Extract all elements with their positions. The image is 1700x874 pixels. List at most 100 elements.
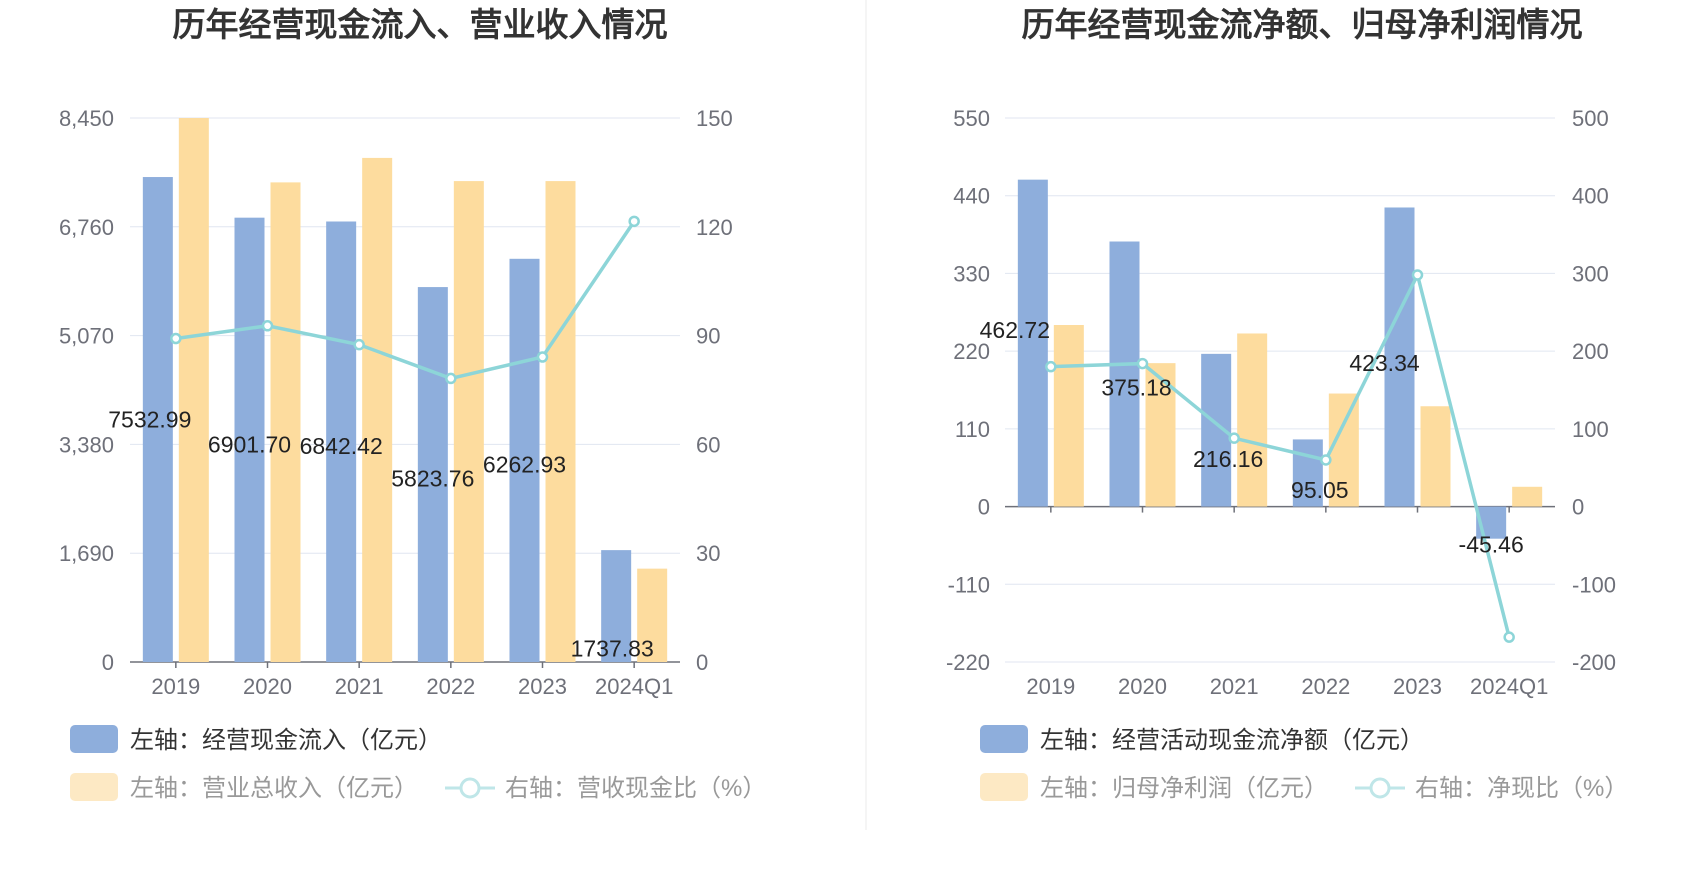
c0-right-tick-label: 90 (696, 324, 720, 349)
c1-left-tick-label: -220 (946, 650, 990, 675)
c1-left-tick-label: 440 (953, 184, 990, 209)
c1-left-tick-label: 0 (978, 495, 990, 520)
c1-left-tick-label: 330 (953, 261, 990, 286)
c1-ratio-point-2023 (1411, 269, 1424, 281)
c1-x-tick-label: 2020 (1118, 674, 1167, 699)
c0-data-label-2022: 5823.76 (391, 465, 474, 491)
c0-ratio-line (175, 220, 636, 381)
c0-bar-s0-2023 (509, 258, 540, 662)
c0-legend-item-1[interactable]: 左轴：营业总收入（亿元） (70, 773, 418, 802)
c1-legend-item-2[interactable]: 右轴：净现比（%） (1355, 775, 1628, 802)
c1-bar-s0-2023 (1384, 207, 1415, 507)
chart-panel-net-cash-profit: 历年经营现金流净额、归母净利润情况 -220 -200 -110 -100 0 0 110 10… (946, 6, 1628, 802)
c0-right-tick-label: 150 (696, 106, 733, 131)
c1-x-tick-label: 2022 (1301, 674, 1350, 699)
c1-legend-marker-2 (1369, 777, 1391, 799)
c1-ratio-point-2024Q1 (1503, 631, 1515, 643)
c0-legend-item-0[interactable]: 左轴：经营现金流入（亿元） (70, 725, 442, 754)
c0-data-label-2021: 6842.42 (300, 433, 383, 459)
c0-left-tick-label: 5,070 (59, 324, 114, 349)
c1-legend-swatch-0 (980, 725, 1028, 753)
c1-left-tick-label: 220 (953, 339, 990, 364)
c0-legend-swatch-0 (70, 725, 118, 753)
c0-left-tick-label: 8,450 (59, 106, 114, 131)
c0-data-label-2019: 7532.99 (108, 407, 191, 433)
c0-x-tick-label: 2021 (335, 674, 384, 699)
c1-right-tick-label: -100 (1572, 572, 1616, 597)
c1-right-tick-label: 400 (1572, 184, 1609, 209)
c0-bar-s0-2022 (417, 287, 448, 662)
c0-bar-s1-2021 (362, 157, 393, 662)
c0-ratio-point-2024Q1 (628, 215, 640, 228)
c0-bar-s0-2020 (234, 217, 265, 662)
c1-data-label-2020: 375.18 (1101, 374, 1171, 400)
c1-bar-s0-2019 (1017, 179, 1048, 507)
c0-bar-s1-2022 (453, 181, 484, 662)
c0-bar-s1-2020 (270, 182, 301, 662)
c1-bar-s1-2023 (1420, 406, 1451, 507)
c0-legend-label-1: 左轴：营业总收入（亿元） (130, 775, 418, 802)
c0-right-tick-label: 60 (696, 432, 720, 457)
c0-ratio-point-2019 (170, 332, 182, 345)
c0-bar-s1-2023 (545, 181, 576, 662)
c1-right-tick-label: 300 (1572, 261, 1609, 286)
c0-chart-title: 历年经营现金流入、营业收入情况 (173, 6, 668, 43)
c0-left-tick-label: 3,380 (59, 432, 114, 457)
c1-left-tick-label: -110 (948, 572, 990, 597)
c0-bar-s0-2019 (142, 177, 173, 663)
c1-x-tick-label: 2023 (1393, 674, 1442, 699)
c0-ratio-point-2023 (536, 351, 549, 363)
c1-x-tick-label: 2024Q1 (1470, 674, 1548, 699)
c1-ratio-point-2021 (1228, 432, 1240, 444)
c1-ratio-point-2019 (1045, 360, 1057, 373)
c1-right-tick-label: 200 (1572, 339, 1609, 364)
c0-x-tick-label: 2019 (151, 674, 200, 699)
c0-right-tick-label: 0 (696, 650, 708, 675)
c0-data-label-2023: 6262.93 (483, 451, 566, 477)
c0-x-tick-label: 2022 (426, 674, 475, 699)
c1-right-tick-label: 100 (1572, 417, 1609, 442)
c0-data-label-2024Q1: 1737.83 (571, 636, 654, 662)
c1-bar-s1-2024Q1 (1512, 486, 1543, 507)
c0-ratio-point-2022 (445, 372, 457, 385)
c1-chart-title: 历年经营现金流净额、归母净利润情况 (1022, 6, 1583, 43)
c0-ratio-point-2020 (261, 320, 274, 332)
c1-data-label-2024Q1: -45.46 (1459, 532, 1524, 558)
c1-bar-s1-2019 (1053, 325, 1084, 507)
c0-bar-s1-2024Q1 (637, 568, 668, 662)
c1-legend-label-2: 右轴：净现比（%） (1415, 775, 1628, 802)
c1-data-label-2019: 462.72 (980, 317, 1050, 343)
c0-right-tick-label: 120 (696, 215, 733, 240)
c0-x-tick-label: 2020 (243, 674, 292, 699)
c1-bar-s1-2021 (1237, 333, 1268, 507)
c0-right-tick-label: 30 (696, 541, 720, 566)
c1-bar-s0-2022 (1292, 439, 1323, 507)
c1-legend-swatch-1 (980, 773, 1028, 801)
c0-x-tick-label: 2023 (518, 674, 567, 699)
c1-ratio-point-2020 (1136, 357, 1149, 370)
c0-left-tick-label: 0 (102, 650, 114, 675)
c0-data-label-2020: 6901.70 (208, 431, 291, 457)
c1-legend-item-1[interactable]: 左轴：归母净利润（亿元） (980, 773, 1328, 802)
chart-panel-cash-inflow-revenue: 历年经营现金流入、营业收入情况 0 0 1,690 30 3,380 60 5,070 90 6,… (59, 6, 766, 802)
c1-right-tick-label: -200 (1572, 650, 1616, 675)
c0-legend-label-2: 右轴：营收现金比（%） (505, 775, 766, 802)
c0-bar-s0-2024Q1 (601, 550, 632, 662)
c1-legend-item-0[interactable]: 左轴：经营活动现金流净额（亿元） (980, 725, 1424, 754)
c0-legend-item-2[interactable]: 右轴：营收现金比（%） (445, 775, 766, 802)
c0-legend-marker-2 (459, 777, 481, 799)
c1-left-tick-label: 110 (955, 417, 990, 442)
c0-legend-label-0: 左轴：经营现金流入（亿元） (130, 727, 442, 754)
c1-bar-s0-2020 (1109, 241, 1140, 507)
c0-x-tick-label: 2024Q1 (595, 674, 673, 699)
c1-right-tick-label: 0 (1572, 495, 1584, 520)
c1-bar-s1-2022 (1328, 393, 1359, 507)
c0-ratio-point-2021 (353, 338, 365, 351)
c1-ratio-point-2022 (1320, 454, 1332, 466)
c1-data-label-2021: 216.16 (1193, 446, 1263, 472)
c1-ratio-line (1050, 269, 1511, 638)
c1-legend-label-0: 左轴：经营活动现金流净额（亿元） (1040, 727, 1424, 754)
c0-left-tick-label: 6,760 (59, 215, 114, 240)
c0-left-tick-label: 1,690 (59, 541, 114, 566)
